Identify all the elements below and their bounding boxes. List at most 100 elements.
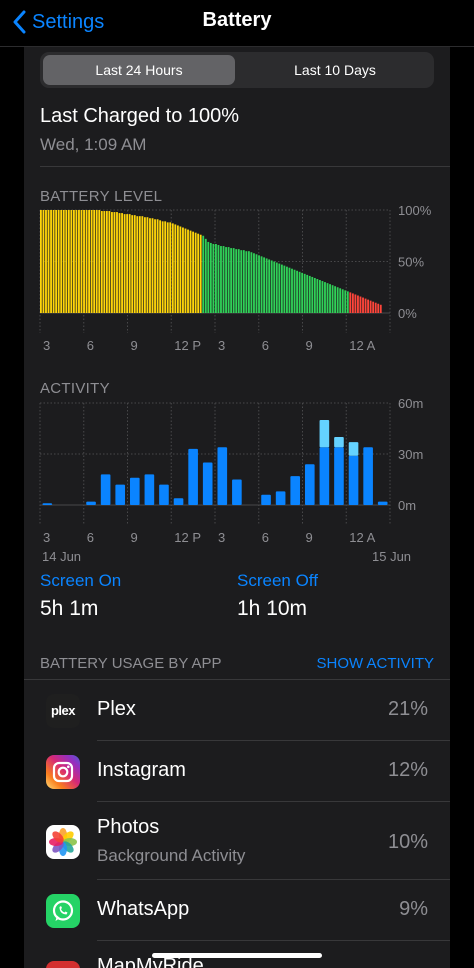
screen-on-bar bbox=[334, 447, 344, 505]
divider bbox=[24, 679, 450, 680]
x-tick-label: 3 bbox=[43, 530, 50, 545]
x-tick-label: 9 bbox=[131, 338, 138, 353]
battery-card: Last 24 Hours Last 10 Days Last Charged … bbox=[24, 47, 450, 968]
back-button[interactable]: Settings bbox=[12, 8, 104, 36]
battery-level-bar bbox=[225, 247, 227, 313]
battery-level-bar bbox=[156, 219, 159, 313]
battery-level-bar bbox=[187, 229, 189, 313]
battery-level-bar bbox=[270, 260, 273, 313]
battery-level-bar bbox=[263, 257, 266, 313]
battery-level-bar bbox=[207, 241, 210, 313]
row-divider bbox=[97, 940, 450, 941]
x-tick-label: 3 bbox=[218, 530, 225, 545]
date-label: 14 Jun bbox=[42, 549, 81, 564]
activity-chart: 3 6 9 12 P 3 6 9 12 A 60m 30m 0m 14 Jun 15 Jun bbox=[39, 396, 423, 564]
battery-level-bar bbox=[50, 210, 52, 313]
battery-level-bar bbox=[176, 225, 179, 313]
battery-level-bar bbox=[98, 210, 101, 313]
app-percentage: 12% bbox=[387, 759, 428, 781]
screen-off-bar bbox=[319, 420, 330, 448]
x-tick-label: 3 bbox=[43, 338, 50, 353]
battery-level-bar bbox=[374, 302, 377, 313]
chevron-left-icon bbox=[13, 10, 26, 34]
battery-level-bar bbox=[57, 210, 60, 313]
battery-level-bar bbox=[326, 283, 329, 313]
battery-level-bar bbox=[95, 210, 98, 313]
screen-on-bar bbox=[304, 464, 315, 505]
battery-level-bar bbox=[359, 296, 362, 313]
battery-level-bar bbox=[52, 210, 55, 313]
x-tick-label: 6 bbox=[262, 530, 269, 545]
battery-level-bar bbox=[329, 284, 331, 313]
battery-level-bar bbox=[138, 216, 141, 313]
show-activity-button[interactable]: SHOW ACTIVITY bbox=[316, 655, 434, 672]
battery-level-bar bbox=[265, 258, 268, 313]
battery-level-bar bbox=[334, 286, 337, 313]
row-divider bbox=[97, 879, 450, 880]
app-row-whatsapp[interactable]: WhatsApp 9% bbox=[24, 880, 450, 941]
screen-on-bar bbox=[86, 501, 96, 505]
battery-level-bar bbox=[121, 213, 123, 313]
instagram-icon bbox=[46, 755, 80, 789]
app-percentage: 10% bbox=[387, 831, 428, 853]
battery-level-bar bbox=[67, 210, 70, 313]
navigation-bar: Settings Battery bbox=[0, 0, 474, 46]
segment-last-10-days[interactable]: Last 10 Days bbox=[294, 62, 376, 78]
divider bbox=[40, 166, 450, 167]
app-row-instagram[interactable]: Instagram 12% bbox=[24, 741, 450, 802]
battery-level-bar bbox=[123, 214, 126, 313]
battery-level-bar bbox=[93, 210, 96, 313]
usage-by-app-header: BATTERY USAGE BY APP bbox=[40, 655, 222, 672]
battery-level-bar bbox=[171, 223, 174, 313]
screen-on-bar bbox=[348, 455, 359, 505]
app-name: Instagram bbox=[97, 759, 186, 781]
battery-level-bar bbox=[161, 221, 164, 313]
battery-level-bar bbox=[78, 210, 80, 313]
activity-label: ACTIVITY bbox=[40, 380, 110, 397]
battery-level-bar bbox=[286, 266, 288, 313]
x-tick-label: 9 bbox=[306, 530, 313, 545]
app-name: WhatsApp bbox=[97, 898, 190, 920]
battery-level-bar bbox=[60, 210, 63, 313]
battery-level-bar bbox=[70, 210, 73, 313]
battery-level-bar bbox=[367, 299, 369, 313]
segment-last-24-hours[interactable]: Last 24 Hours bbox=[43, 55, 235, 85]
battery-level-bar bbox=[164, 221, 167, 313]
app-row-mapmyride[interactable]: MapMyRide bbox=[24, 941, 450, 968]
battery-level-bar bbox=[220, 246, 222, 313]
screen-on-bar bbox=[100, 474, 111, 505]
battery-level-label: BATTERY LEVEL bbox=[40, 188, 163, 205]
screen-on-bar bbox=[202, 462, 213, 505]
battery-level-bar bbox=[369, 300, 372, 313]
battery-level-bar bbox=[245, 251, 248, 313]
battery-level-bar bbox=[242, 250, 245, 313]
battery-level-bar bbox=[321, 281, 324, 313]
whatsapp-icon bbox=[46, 894, 80, 928]
plex-icon: plex bbox=[46, 694, 80, 728]
y-tick-label: 100% bbox=[398, 203, 432, 218]
battery-level-bar bbox=[278, 263, 281, 313]
app-name: Photos bbox=[97, 816, 160, 838]
app-row-plex[interactable]: plex Plex 21% bbox=[24, 680, 450, 741]
battery-level-bar bbox=[192, 231, 194, 313]
battery-level-bar bbox=[283, 265, 286, 313]
battery-level-bar bbox=[349, 292, 352, 313]
app-name: Plex bbox=[97, 698, 136, 720]
row-divider bbox=[97, 740, 450, 741]
battery-level-bar bbox=[159, 220, 162, 313]
last-charged-time: Wed, 1:09 AM bbox=[40, 135, 147, 154]
battery-level-bar bbox=[324, 282, 326, 313]
battery-level-bar bbox=[55, 210, 58, 313]
app-row-photos[interactable]: Photos Background Activity 10% bbox=[24, 802, 450, 880]
battery-level-bar bbox=[280, 264, 283, 313]
screen-on-bar bbox=[275, 491, 286, 505]
battery-level-bar bbox=[372, 301, 375, 313]
battery-level-bar bbox=[293, 269, 296, 313]
app-percentage: 21% bbox=[387, 698, 428, 720]
time-range-segmented-control: Last 24 Hours Last 10 Days bbox=[40, 52, 434, 88]
battery-level-bar bbox=[47, 210, 50, 313]
mapmyride-icon bbox=[46, 961, 80, 968]
x-tick-label: 12 A bbox=[349, 338, 375, 353]
x-tick-label: 12 P bbox=[174, 530, 201, 545]
battery-level-bar bbox=[184, 228, 187, 313]
